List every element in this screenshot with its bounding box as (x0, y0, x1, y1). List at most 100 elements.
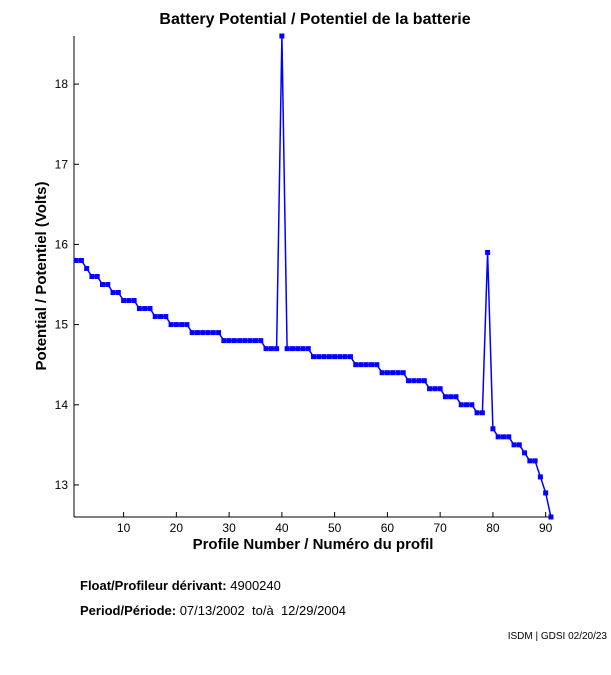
x-tick-label: 80 (486, 521, 500, 535)
y-tick-label: 14 (55, 398, 69, 412)
data-point (432, 386, 438, 392)
data-point (184, 322, 190, 328)
data-point (522, 450, 528, 456)
y-axis-label: Potential / Potentiel (Volts) (33, 182, 50, 371)
data-point (511, 442, 517, 448)
data-point (194, 330, 200, 336)
data-point (421, 378, 427, 384)
data-point (158, 314, 164, 320)
x-tick-label: 90 (539, 521, 553, 535)
data-point (231, 338, 237, 344)
data-point (342, 354, 348, 360)
data-point (485, 249, 491, 255)
period-start: 07/13/2002 (179, 603, 245, 618)
float-label: Float/Profileur dérivant: (80, 578, 227, 593)
data-point (379, 370, 385, 376)
data-point (543, 490, 549, 496)
data-point (311, 354, 317, 360)
x-tick-label: 40 (275, 521, 289, 535)
data-point (99, 282, 105, 288)
data-point (474, 410, 480, 416)
y-tick-label: 18 (55, 77, 69, 91)
y-tick-label: 13 (55, 478, 69, 492)
x-tick-label: 20 (170, 521, 184, 535)
data-point (226, 338, 232, 344)
data-point (252, 338, 258, 344)
data-point (284, 346, 290, 352)
x-tick-label: 10 (117, 521, 131, 535)
series-line (76, 35, 552, 518)
data-point (268, 346, 274, 352)
data-point (258, 338, 264, 344)
data-point (442, 394, 448, 400)
battery-chart: Battery Potential / Potentiel de la batt… (33, 11, 554, 553)
data-point (242, 338, 248, 344)
data-point (84, 265, 90, 271)
data-point (453, 394, 459, 400)
period-separator: to/à (252, 603, 274, 618)
data-point (390, 370, 396, 376)
data-point (305, 346, 311, 352)
data-point (506, 434, 512, 440)
data-point (369, 362, 375, 368)
data-point (105, 282, 111, 288)
data-point (221, 338, 227, 344)
data-point (94, 274, 100, 279)
x-tick-label: 30 (222, 521, 236, 535)
data-point (136, 306, 142, 312)
y-tick-label: 15 (55, 318, 69, 332)
data-point (537, 474, 543, 480)
data-point (548, 514, 554, 520)
data-point (263, 346, 269, 352)
data-point (200, 330, 206, 336)
data-point (448, 394, 454, 400)
data-point (168, 322, 174, 328)
data-point (500, 434, 506, 440)
period-info: Period/Période: 07/13/2002 to/à 12/29/20… (80, 603, 346, 618)
data-point (279, 33, 285, 39)
data-point (458, 402, 464, 408)
data-point (121, 298, 127, 304)
period-label: Period/Période: (80, 603, 177, 618)
data-point (247, 338, 253, 344)
data-point (115, 290, 121, 296)
data-point (189, 330, 195, 336)
data-point (89, 274, 95, 279)
data-point (295, 346, 301, 352)
float-info: Float/Profileur dérivant: 4900240 (80, 578, 281, 593)
data-point (142, 306, 148, 312)
data-point (374, 362, 380, 368)
data-point (516, 442, 522, 448)
data-point (469, 402, 475, 408)
data-point (405, 378, 411, 384)
data-point (384, 370, 390, 376)
data-point (332, 354, 338, 360)
x-tick-label: 70 (433, 521, 447, 535)
data-point (179, 322, 185, 328)
data-point (400, 370, 406, 376)
x-axis-label: Profile Number / Numéro du profil (193, 536, 434, 553)
data-point (210, 330, 216, 336)
data-point (353, 362, 359, 368)
data-point (205, 330, 211, 336)
data-point (163, 314, 169, 320)
data-point (300, 346, 306, 352)
data-point (316, 354, 322, 360)
data-point (173, 322, 179, 328)
data-point (363, 362, 369, 368)
period-end: 12/29/2004 (280, 603, 347, 618)
data-point (321, 354, 327, 360)
data-point (78, 257, 84, 263)
data-point (147, 306, 153, 312)
data-point (110, 290, 116, 296)
data-point (416, 378, 422, 384)
data-point (395, 370, 401, 376)
chart-title: Battery Potential / Potentiel de la batt… (159, 11, 470, 28)
data-point (274, 346, 280, 352)
data-point (437, 386, 443, 392)
data-point (527, 458, 533, 464)
data-point (411, 378, 417, 384)
data-point (358, 362, 364, 368)
data-point (532, 458, 538, 464)
data-point (347, 354, 353, 360)
